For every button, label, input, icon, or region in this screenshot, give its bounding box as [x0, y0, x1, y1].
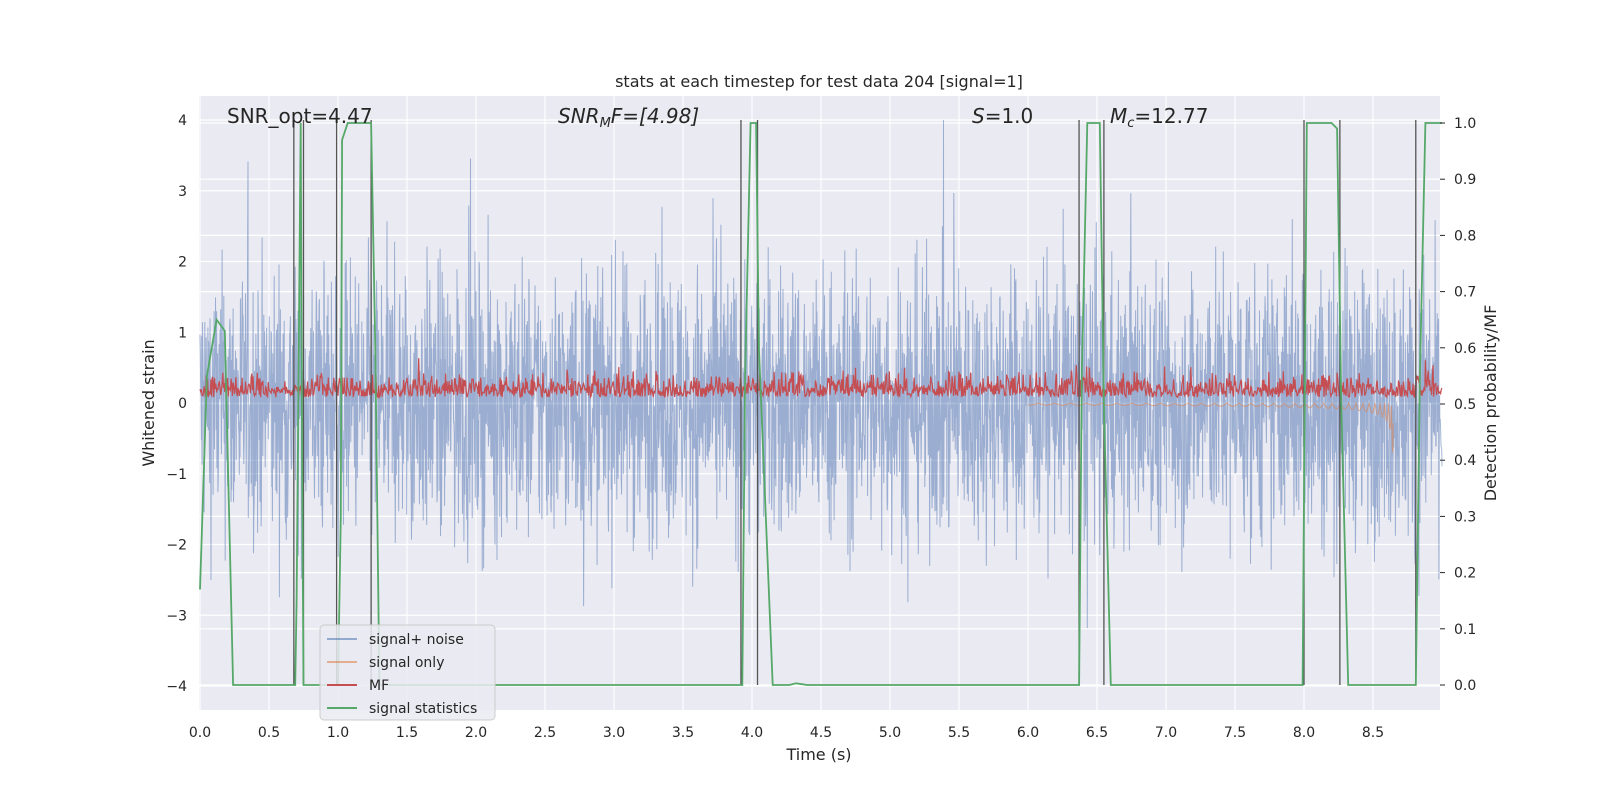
mc-rest: =12.77 [1134, 104, 1208, 128]
left-y-axis-ticks: 4 3 2 1 0 −1 −2 −3 −4 [166, 113, 187, 695]
snr-mf-var: SNR [558, 104, 600, 128]
legend-label-signal-statistics: signal statistics [369, 701, 477, 717]
signal-plus-noise-line [199, 119, 1443, 629]
right-y-tick-label: 0.3 [1454, 509, 1476, 525]
mc-sub: c [1127, 116, 1134, 131]
x-axis-label: Time (s) [785, 745, 851, 764]
left-y-tick-label: 3 [178, 184, 187, 200]
snr-mf-annotation: SNRMF=[4.98] [558, 104, 699, 131]
x-tick-label: 0.0 [189, 725, 211, 741]
left-y-tick-label: −4 [166, 679, 187, 695]
right-y-tick-label: 0.4 [1454, 453, 1476, 469]
right-y-tick-label: 1.0 [1454, 116, 1476, 132]
legend-label-signal-noise: signal+ noise [369, 632, 464, 648]
x-tick-label: 3.5 [672, 725, 694, 741]
snr-mf-rest: F=[4.98] [611, 104, 699, 128]
legend-label-signal-only: signal only [369, 655, 444, 671]
signal-plus-noise-series [199, 119, 1443, 629]
left-y-tick-label: 2 [178, 255, 187, 271]
s-rest: =1.0 [985, 104, 1034, 128]
right-y-axis-ticks: 1.0 0.9 0.8 0.7 0.6 0.5 0.4 0.3 0.2 0.1 0.0 [1440, 116, 1476, 694]
left-y-tick-label: 4 [178, 113, 187, 129]
right-y-tick-label: 0.1 [1454, 622, 1476, 638]
y-axis-label: Whitened strain [139, 339, 158, 466]
left-y-tick-label: −3 [166, 608, 187, 624]
x-tick-label: 4.5 [810, 725, 832, 741]
signal-only-series [1027, 401, 1394, 453]
x-tick-label: 0.5 [258, 725, 280, 741]
right-y-tick-label: 0.0 [1454, 678, 1476, 694]
legend-box [319, 624, 496, 721]
right-y-tick-label: 0.9 [1454, 172, 1476, 188]
x-tick-label: 7.0 [1155, 725, 1177, 741]
signal-statistics-series [199, 122, 1442, 686]
legend-label-mf: MF [369, 678, 389, 694]
x-tick-label: 5.0 [879, 725, 901, 741]
x-tick-label: 1.0 [327, 725, 349, 741]
x-tick-label: 5.5 [948, 725, 970, 741]
right-y-tick-label: 0.2 [1454, 566, 1476, 582]
snr-opt-annotation: SNR_opt=4.47 [227, 104, 373, 128]
s-var: S [972, 104, 985, 128]
right-y-tick-label: 0.6 [1454, 341, 1476, 357]
x-tick-label: 8.5 [1362, 725, 1384, 741]
signal-statistics-line [199, 122, 1442, 686]
x-tick-label: 6.0 [1017, 725, 1039, 741]
left-y-tick-label: 1 [178, 325, 187, 341]
x-tick-label: 2.0 [465, 725, 487, 741]
mc-annotation: Mc=12.77 [1110, 104, 1208, 131]
legend: signal+ noise signal only MF signal stat… [319, 624, 496, 721]
mf-line [199, 358, 1443, 400]
left-y-tick-label: 0 [178, 396, 187, 412]
x-tick-label: 2.5 [534, 725, 556, 741]
x-axis-ticks: 0.0 0.5 1.0 1.5 2.0 2.5 3.0 3.5 4.0 4.5 5.0 5.5 6.0 6… [189, 725, 1384, 741]
right-y-tick-label: 0.7 [1454, 285, 1476, 301]
s-annotation: S=1.0 [972, 104, 1033, 128]
signal-only-line [1027, 401, 1394, 453]
right-y-tick-label: 0.8 [1454, 228, 1476, 244]
mc-var: M [1110, 104, 1127, 128]
chart-title: stats at each timestep for test data 204… [615, 72, 1023, 91]
left-y-tick-label: −1 [166, 467, 187, 483]
x-tick-label: 7.5 [1224, 725, 1246, 741]
x-tick-label: 8.0 [1293, 725, 1315, 741]
left-y-tick-label: −2 [166, 538, 187, 554]
x-tick-label: 1.5 [396, 725, 418, 741]
mf-series [199, 358, 1443, 400]
right-y-tick-label: 0.5 [1454, 397, 1476, 413]
snr-mf-sub: M [600, 116, 611, 131]
x-tick-label: 6.5 [1086, 725, 1108, 741]
x-tick-label: 4.0 [741, 725, 763, 741]
right-y-axis-label: Detection probability/MF [1481, 305, 1500, 502]
x-tick-label: 3.0 [603, 725, 625, 741]
